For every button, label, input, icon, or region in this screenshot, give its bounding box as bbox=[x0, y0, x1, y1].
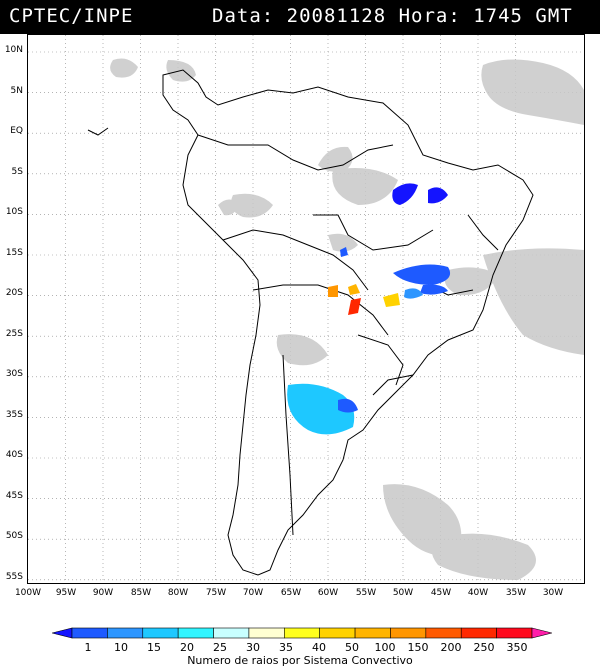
lat-label: 5N bbox=[10, 86, 23, 96]
map-canvas bbox=[28, 35, 584, 583]
legend-swatch bbox=[284, 627, 320, 639]
lon-label: 45W bbox=[430, 588, 452, 598]
legend-value: 200 bbox=[440, 641, 462, 654]
cloud-field bbox=[110, 58, 584, 580]
lon-label: 80W bbox=[167, 588, 189, 598]
legend-swatch bbox=[354, 627, 391, 639]
lon-label: 70W bbox=[242, 588, 264, 598]
legend-value: 350 bbox=[506, 641, 528, 654]
lon-label: 50W bbox=[392, 588, 414, 598]
lon-label: 65W bbox=[280, 588, 302, 598]
legend-swatch bbox=[496, 627, 533, 639]
legend-value: 1 bbox=[84, 641, 92, 654]
legend-swatch bbox=[142, 627, 179, 639]
legend-title: Numero de raios por Sistema Convectivo bbox=[187, 654, 413, 667]
lat-lon-grid bbox=[28, 35, 584, 583]
convective-cells bbox=[287, 183, 451, 435]
coastline bbox=[87, 69, 534, 576]
legend-value: 35 bbox=[279, 641, 293, 654]
lon-label: 35W bbox=[505, 588, 527, 598]
lat-label: EQ bbox=[10, 126, 23, 136]
legend-value: 40 bbox=[312, 641, 326, 654]
legend-value: 250 bbox=[473, 641, 495, 654]
lon-label: 30W bbox=[542, 588, 564, 598]
lat-label: 40S bbox=[5, 450, 23, 460]
legend-swatch bbox=[425, 627, 462, 639]
lat-label: 50S bbox=[5, 531, 23, 541]
legend-value: 50 bbox=[345, 641, 359, 654]
legend-swatch bbox=[390, 627, 427, 639]
lat-label: 30S bbox=[5, 369, 23, 379]
legend-value: 150 bbox=[407, 641, 429, 654]
legend-swatch bbox=[52, 627, 73, 639]
lat-label: 20S bbox=[5, 288, 23, 298]
lat-label: 25S bbox=[5, 329, 23, 339]
lon-label: 95W bbox=[55, 588, 77, 598]
legend-swatch bbox=[460, 627, 497, 639]
lat-label: 10S bbox=[5, 207, 23, 217]
legend-value: 20 bbox=[180, 641, 194, 654]
map-frame bbox=[27, 34, 585, 584]
legend-swatch bbox=[531, 627, 552, 639]
lon-label: 85W bbox=[130, 588, 152, 598]
legend-swatch bbox=[319, 627, 356, 639]
lon-label: 100W bbox=[14, 588, 42, 598]
legend-value: 100 bbox=[374, 641, 396, 654]
legend-swatch bbox=[213, 627, 250, 639]
datetime-label: Data: 20081128 Hora: 1745 GMT bbox=[212, 5, 573, 27]
legend-value: 10 bbox=[114, 641, 128, 654]
legend-swatch bbox=[107, 627, 144, 639]
legend-swatch bbox=[248, 627, 285, 639]
lon-label: 90W bbox=[92, 588, 114, 598]
lat-label: 15S bbox=[5, 248, 23, 258]
legend-value: 25 bbox=[213, 641, 227, 654]
legend-value: 30 bbox=[246, 641, 260, 654]
lat-label: 35S bbox=[5, 410, 23, 420]
lat-label: 55S bbox=[5, 572, 23, 582]
legend-color-bar bbox=[52, 627, 552, 639]
lon-label: 75W bbox=[205, 588, 227, 598]
legend-swatch bbox=[177, 627, 214, 639]
lon-label: 60W bbox=[317, 588, 339, 598]
lat-label: 45S bbox=[5, 491, 23, 501]
lat-label: 5S bbox=[11, 167, 23, 177]
lon-label: 40W bbox=[467, 588, 489, 598]
legend-swatch bbox=[71, 627, 108, 639]
source-label: CPTEC/INPE bbox=[9, 5, 134, 27]
header-bar: CPTEC/INPE Data: 20081128 Hora: 1745 GMT bbox=[0, 0, 600, 34]
legend-value: 15 bbox=[147, 641, 161, 654]
lat-label: 10N bbox=[4, 45, 23, 55]
lon-label: 55W bbox=[355, 588, 377, 598]
